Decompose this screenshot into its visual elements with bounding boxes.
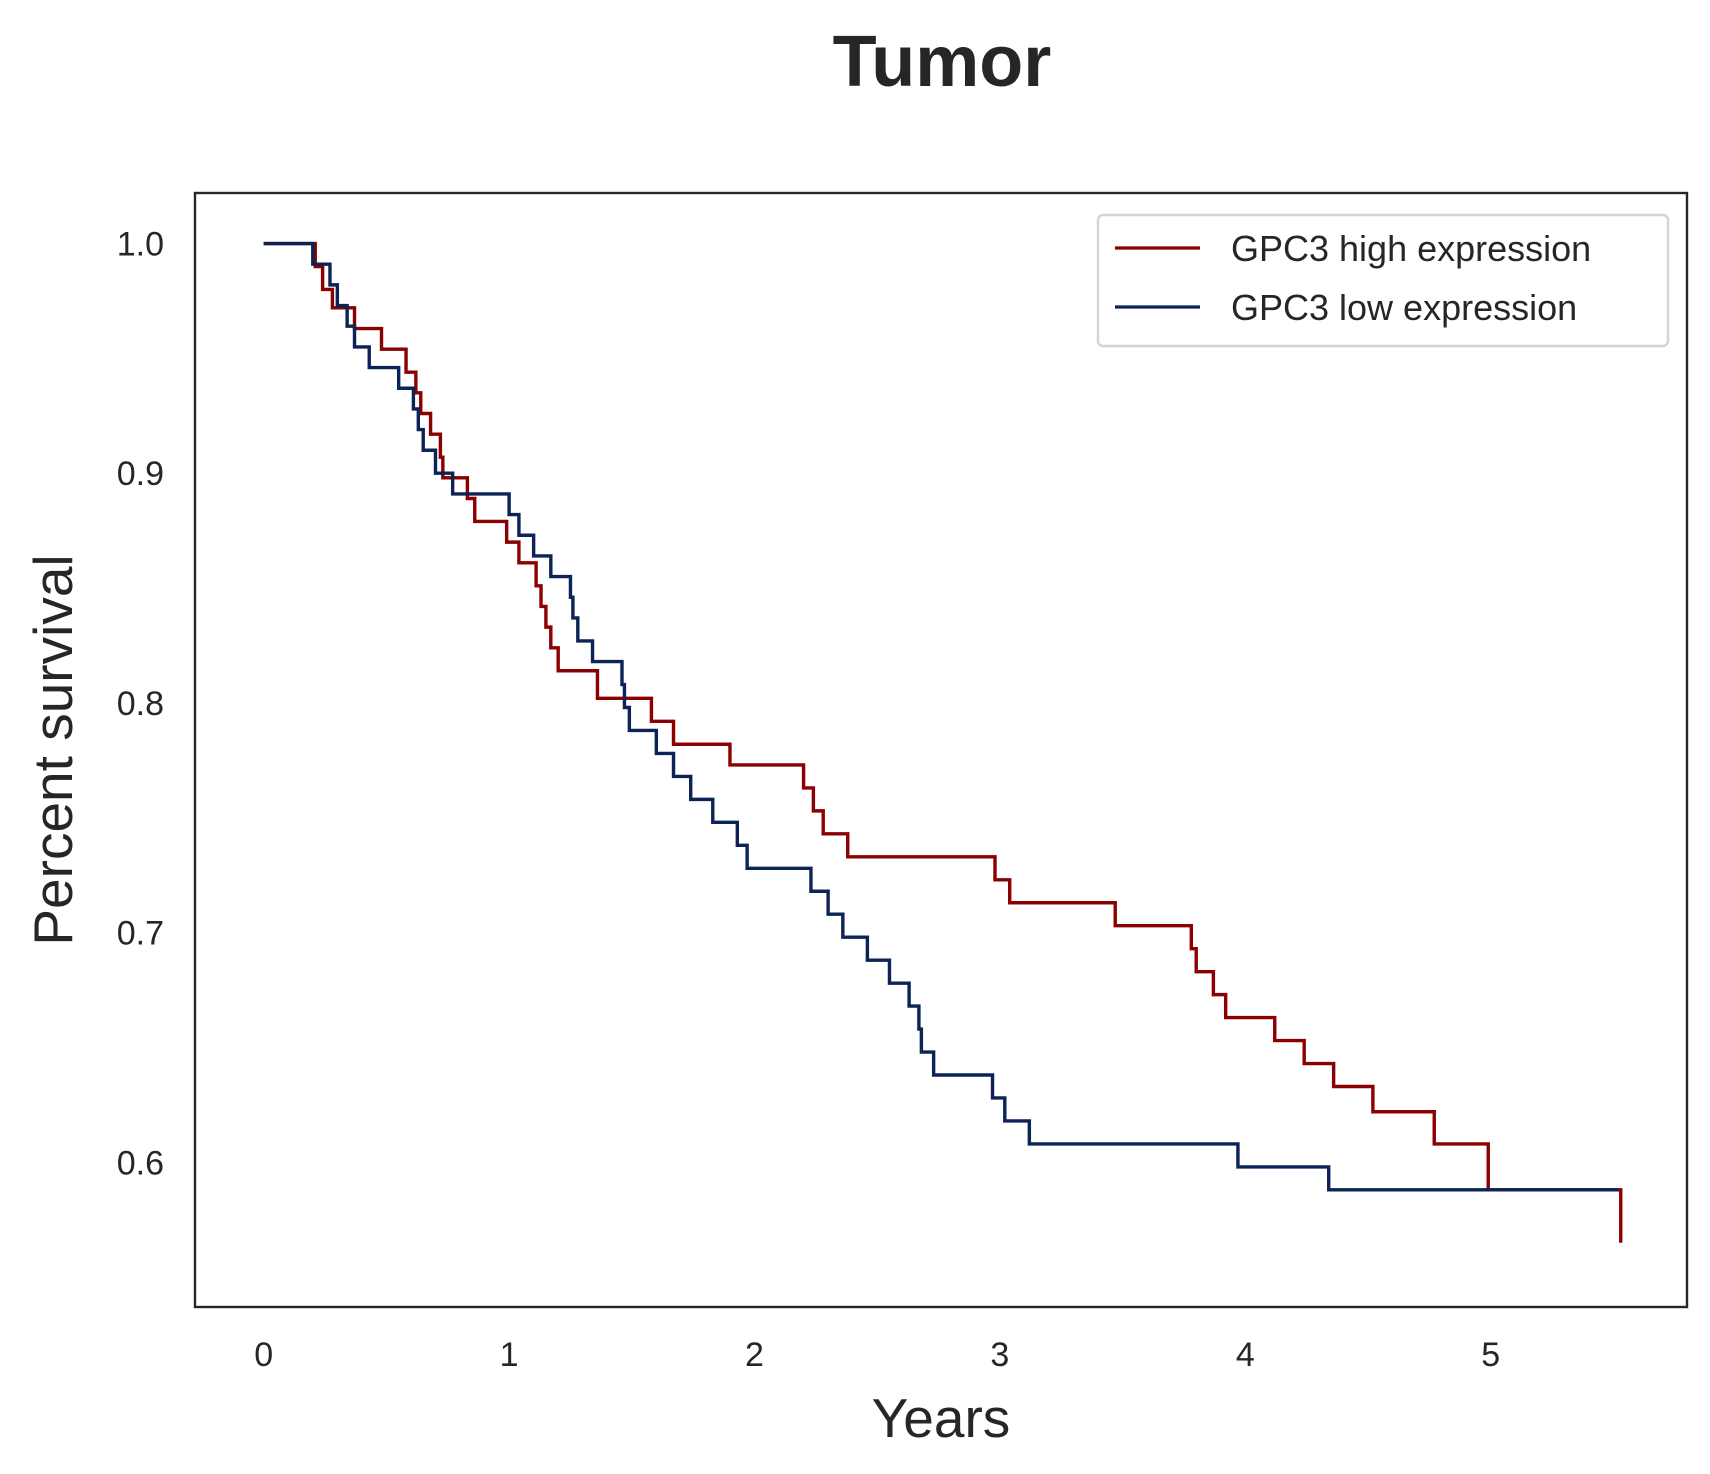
y-tick-label: 0.6 bbox=[117, 1144, 164, 1182]
x-axis-label: Years bbox=[872, 1387, 1011, 1449]
series-line-0 bbox=[263, 241, 1623, 1243]
legend-box bbox=[1096, 213, 1670, 348]
series-layer bbox=[263, 241, 1623, 1243]
series-line-1 bbox=[263, 241, 1619, 1192]
legend-label-gpc3-high: GPC3 high expression bbox=[1231, 228, 1591, 269]
y-tick-label: 1.0 bbox=[117, 226, 164, 264]
y-tick-label: 0.9 bbox=[117, 455, 164, 493]
y-tick-label: 0.8 bbox=[117, 685, 164, 723]
y-tick-label: 0.7 bbox=[117, 915, 164, 953]
y-axis-label: Percent survival bbox=[22, 554, 84, 945]
chart-title: Tumor bbox=[833, 22, 1052, 102]
x-tick-label: 4 bbox=[1236, 1336, 1255, 1374]
x-tick-label: 1 bbox=[500, 1336, 519, 1374]
legend-label-gpc3-low: GPC3 low expression bbox=[1231, 287, 1577, 328]
x-tick-label: 5 bbox=[1481, 1336, 1500, 1374]
x-tick-label: 0 bbox=[254, 1336, 273, 1374]
plot-frame bbox=[193, 191, 1689, 1309]
x-tick-labels: 0 1 2 3 4 5 bbox=[254, 1336, 1500, 1374]
x-tick-label: 3 bbox=[990, 1336, 1009, 1374]
x-tick-label: 2 bbox=[745, 1336, 764, 1374]
y-tick-labels: 0.6 0.7 0.8 0.9 1.0 bbox=[117, 226, 164, 1183]
legend: GPC3 high expression GPC3 low expression bbox=[1096, 213, 1670, 348]
